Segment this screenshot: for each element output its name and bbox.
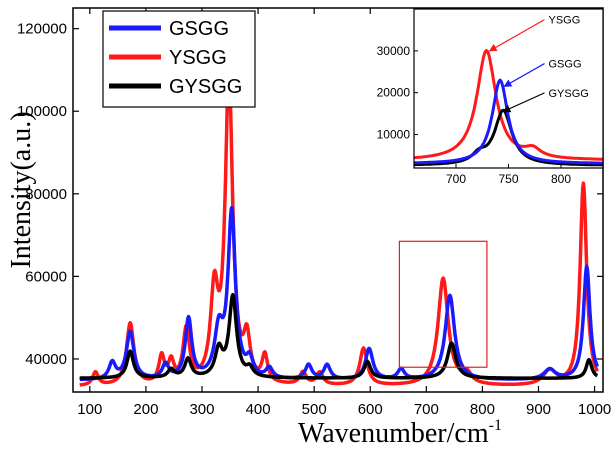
y-tick-label: 80000 [25, 186, 67, 203]
inset-series-line-gsgg [413, 78, 604, 165]
y-tick-label: 120000 [17, 21, 67, 38]
legend-label-gsgg: GSGG [169, 18, 229, 40]
x-tick-label: 800 [470, 401, 495, 418]
legend: GSGG YSGG GYSGG [102, 10, 256, 108]
inset-annotations: YSGG GSGG GYSGG [488, 15, 589, 113]
inset-label-ysgg: YSGG [549, 15, 581, 27]
inset-arrow-gysgg [502, 92, 545, 113]
highlight-box [398, 240, 488, 368]
y-tick-label: 100000 [17, 103, 67, 120]
x-tick-label: 900 [526, 401, 551, 418]
inset-x-tick-label: 800 [551, 172, 571, 186]
main-plot-frame [72, 7, 604, 393]
legend-label-ysgg: YSGG [169, 47, 227, 69]
x-tick-label: 500 [302, 401, 327, 418]
inset-arrow-ysgg [488, 19, 545, 52]
inset-x-axis-ticks: 700 750 800 [446, 164, 571, 186]
x-axis-title-text: Wavenumber/cm [298, 418, 489, 449]
x-tick-label: 200 [133, 401, 158, 418]
inset-y-tick-label: 30000 [377, 44, 411, 58]
inset-plot: 700 750 800 10000 20000 30000 YSGG GSGG GYSGG [377, 8, 604, 186]
inset-arrow-gsgg [503, 63, 545, 87]
y-axis-title: Intensity(a.u.) [6, 111, 37, 268]
main-plot: 100 200 300 400 500 600 700 800 900 1000 40000 600… [6, 7, 611, 449]
y-tick-label: 40000 [25, 351, 67, 368]
x-tick-label: 400 [246, 401, 271, 418]
inset-label-gsgg: GSGG [549, 59, 582, 71]
x-tick-label: 1000 [578, 401, 611, 418]
inset-x-tick-label: 700 [446, 172, 466, 186]
inset-y-tick-label: 20000 [377, 86, 411, 100]
legend-label-gysgg: GYSGG [169, 76, 242, 98]
svg-text:Wavenumber/cm-1: Wavenumber/cm-1 [298, 417, 502, 449]
inset-series-lines [413, 49, 604, 167]
main-series-line-gsgg [78, 205, 600, 382]
inset-x-tick-label: 750 [498, 172, 518, 186]
main-series-lines [78, 68, 600, 387]
inset-y-tick-label: 10000 [377, 128, 411, 142]
inset-label-gysgg: GYSGG [549, 88, 589, 100]
x-tick-label: 600 [358, 401, 383, 418]
x-axis-title: Wavenumber/cm-1 [298, 417, 502, 449]
x-tick-label: 700 [414, 401, 439, 418]
x-tick-label: 300 [189, 401, 214, 418]
inset-y-axis-ticks: 10000 20000 30000 [377, 44, 418, 142]
y-axis-ticks: 40000 60000 80000 100000 120000 [17, 21, 603, 368]
main-series-line-gysgg [78, 292, 599, 380]
x-axis-title-superscript: -1 [489, 417, 502, 434]
inset-series-line-ysgg [413, 49, 604, 161]
y-tick-label: 60000 [25, 268, 67, 285]
x-tick-label: 100 [77, 401, 102, 418]
x-axis-ticks: 100 200 300 400 500 600 700 800 900 1000 [77, 8, 611, 418]
inset-background [414, 9, 603, 168]
